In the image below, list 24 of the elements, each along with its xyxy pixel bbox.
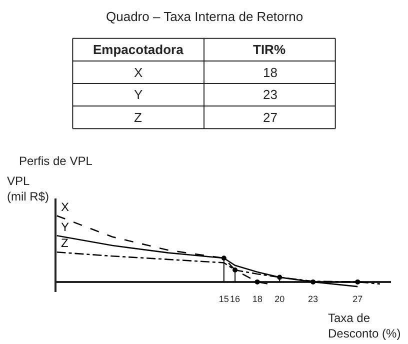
text: 18	[263, 65, 278, 80]
x-tick-label: 16	[230, 294, 240, 304]
text: Z	[134, 110, 142, 125]
point	[221, 256, 226, 261]
x-tick-label: 23	[308, 294, 318, 304]
chart-title: Perfis de VPL	[19, 154, 93, 168]
point	[277, 274, 282, 280]
text: 23	[263, 87, 278, 102]
text: Quadro – Taxa Interna de Retorno	[106, 9, 304, 24]
x-tick-label: 15	[218, 294, 229, 304]
series-label: X	[61, 200, 70, 214]
text: X	[134, 65, 143, 80]
series-label: Y	[61, 220, 70, 234]
text: 27	[263, 110, 278, 125]
y-axis-title: VPL (mil R$)	[7, 174, 49, 204]
text: TIR%	[253, 42, 286, 57]
x-tick-label: 18	[252, 294, 262, 304]
text: Y	[134, 87, 143, 102]
x-tick-label: 20	[274, 294, 285, 304]
text: Empacotadora	[93, 42, 184, 57]
point	[232, 268, 238, 273]
series-label: Z	[61, 236, 68, 250]
x-axis-title: Taxa de Desconto (%)	[328, 311, 401, 341]
x-tick-label: 27	[352, 294, 363, 304]
